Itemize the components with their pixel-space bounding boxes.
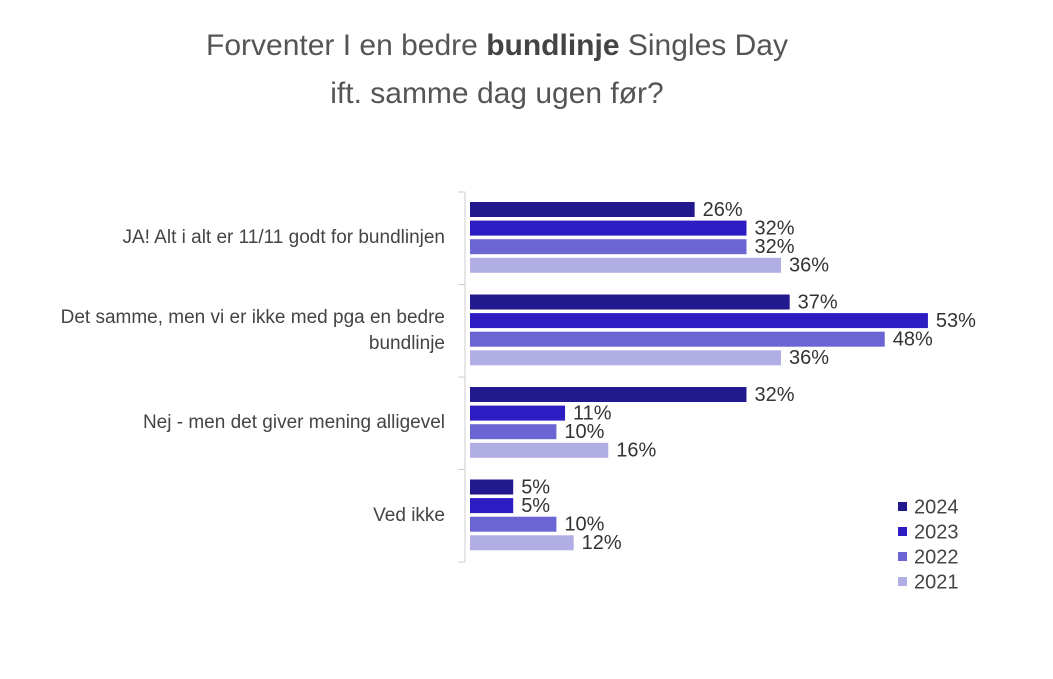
legend-swatch [898, 527, 907, 536]
title-part: bundlinje [486, 29, 619, 62]
value-label: 32% [754, 236, 794, 258]
bar [470, 331, 885, 347]
value-label: 5% [521, 476, 550, 498]
bar [470, 239, 747, 255]
bar [470, 350, 782, 366]
bar [470, 257, 782, 273]
bar [470, 202, 695, 217]
bar [470, 313, 928, 329]
value-label: 5% [521, 495, 550, 517]
category-label: Det samme, men vi er ikke med pga en bed… [60, 306, 445, 354]
value-label: 53% [936, 310, 976, 332]
value-label: 26% [703, 199, 743, 221]
value-label: 37% [798, 291, 838, 313]
value-label: 32% [754, 384, 794, 406]
category-label: Ved ikke [373, 504, 445, 526]
legend-swatch [898, 502, 907, 511]
bar [470, 424, 557, 440]
bar [470, 516, 557, 532]
bar [470, 535, 574, 551]
value-label: 16% [616, 440, 656, 462]
legend-label: 2024 [914, 496, 959, 518]
value-label: 12% [582, 532, 622, 554]
legend-swatch [898, 577, 907, 586]
category-label: JA! Alt i alt er 11/11 godt for bundlinj… [122, 227, 446, 249]
bar [470, 294, 790, 310]
bar [470, 442, 609, 458]
value-label: 11% [573, 402, 612, 424]
value-label: 10% [564, 513, 604, 535]
bar [470, 479, 514, 495]
legend-label: 2023 [914, 521, 959, 543]
bar [470, 405, 566, 421]
value-label: 10% [564, 421, 604, 443]
category-label: Nej - men det giver mening alligevel [142, 412, 445, 434]
bar [470, 220, 747, 236]
value-label: 32% [754, 217, 794, 239]
title-part: Singles Day [628, 29, 788, 62]
chart-title: Forventer I en bedre bundlinje Singles D… [206, 29, 788, 62]
title-part: Forventer I en bedre [206, 29, 478, 62]
chart-title: ift. samme dag ugen før? [330, 77, 664, 110]
value-label: 36% [789, 347, 829, 369]
legend-label: 2022 [914, 546, 959, 568]
value-label: 36% [789, 255, 829, 277]
value-label: 48% [893, 328, 933, 350]
legend-swatch [898, 552, 907, 561]
legend-label: 2021 [914, 571, 959, 593]
bar [470, 387, 747, 402]
bar [470, 498, 514, 514]
